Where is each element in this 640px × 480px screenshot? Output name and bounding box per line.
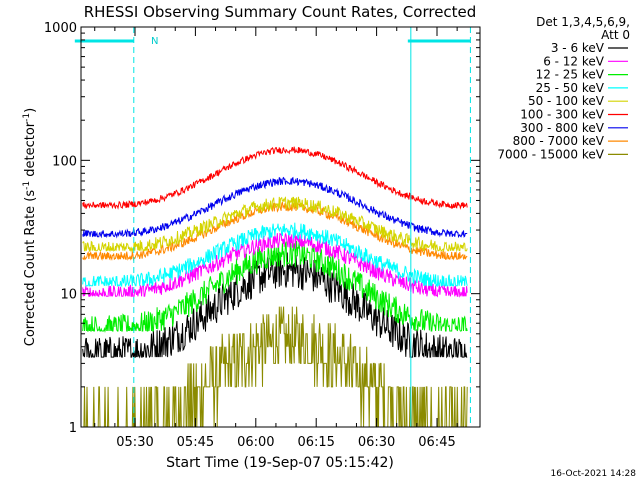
x-tick-label: 05:30: [116, 435, 153, 450]
x-tick-label: 05:45: [177, 435, 214, 450]
legend-label-1: 3 - 6 keV: [551, 41, 605, 55]
y-axis-label: Corrected Count Rate (s-1 detector-1): [22, 108, 38, 346]
legend-header-line-2: Att 0: [601, 28, 630, 42]
x-tick-label: 06:30: [358, 435, 395, 450]
legend-label-8: 800 - 7000 keV: [513, 134, 605, 148]
x-axis: 05:30 05:45 06:00 06:15 06:30 06:45: [94, 27, 458, 450]
y-tick-label: 100: [52, 154, 77, 169]
legend-label-4: 25 - 50 keV: [536, 81, 605, 95]
x-tick-label: 06:00: [237, 435, 274, 450]
legend-label-5: 50 - 100 keV: [528, 94, 605, 108]
series-line-7: [82, 176, 468, 239]
series-line-8: [82, 201, 468, 261]
y-tick-label: 10: [60, 288, 77, 303]
x-tick-label: 06:45: [418, 435, 455, 450]
y-axis: 1 10 100 1000: [44, 21, 480, 436]
plot-frame: [80, 26, 481, 428]
footer-timestamp: 16-Oct-2021 14:28: [551, 469, 637, 479]
chart-title: RHESSI Observing Summary Count Rates, Co…: [84, 3, 477, 21]
series-line-5: [82, 196, 468, 253]
legend-label-3: 12 - 25 keV: [536, 68, 605, 82]
attenuator-label: N: [151, 36, 158, 47]
legend-label-6: 100 - 300 keV: [520, 108, 604, 122]
series-line-3: [82, 240, 468, 333]
y-tick-label: 1: [69, 421, 77, 436]
legend-header-line-1: Det 1,3,4,5,6,9,: [536, 15, 630, 29]
legend-label-9: 7000 - 15000 keV: [497, 147, 604, 161]
series-line-9: [82, 306, 468, 428]
series-line-4: [82, 222, 468, 288]
y-tick-label: 1000: [44, 21, 77, 36]
x-tick-label: 06:15: [297, 435, 334, 450]
legend-label-7: 300 - 800 keV: [520, 121, 604, 135]
x-axis-label: Start Time (19-Sep-07 05:15:42): [166, 455, 394, 471]
legend-label-2: 6 - 12 keV: [543, 54, 605, 68]
series-line-6: [82, 146, 468, 210]
series-line-1: [82, 252, 468, 359]
